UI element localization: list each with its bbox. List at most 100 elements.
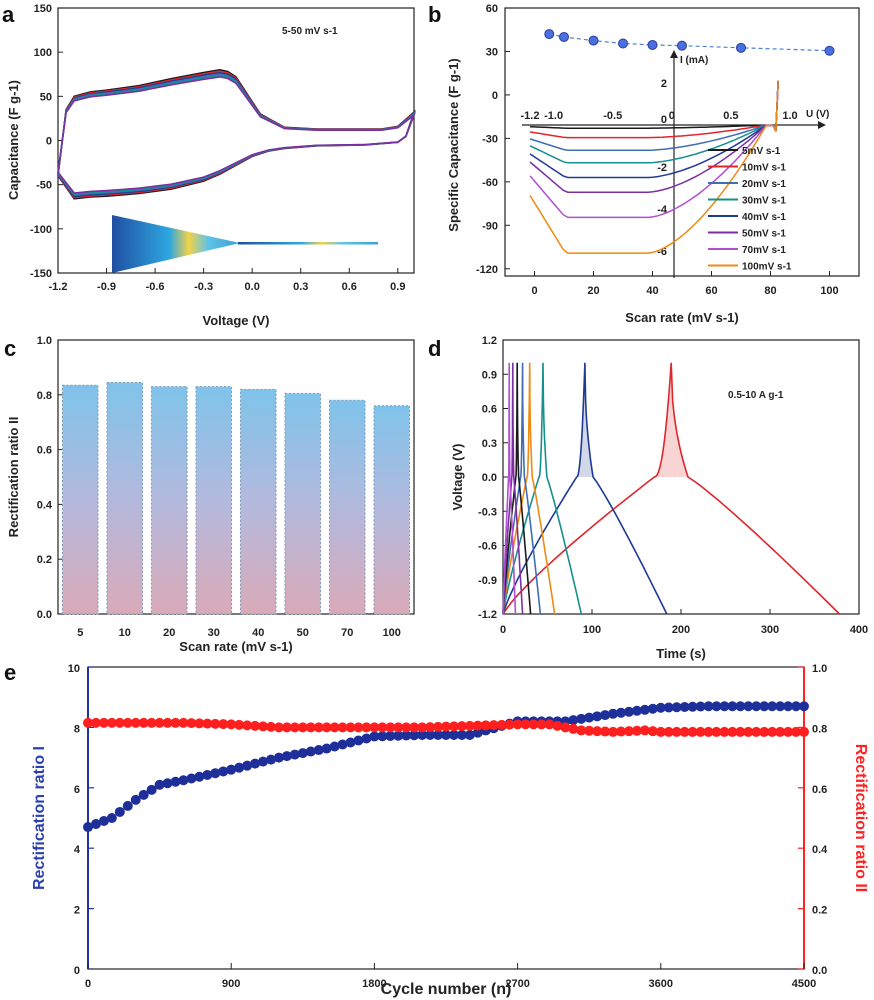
panel-e-left-ylabel: Rectification ratio I — [31, 746, 48, 890]
x-tick-label: 900 — [222, 978, 240, 990]
x-tick-label: 10 — [119, 627, 131, 639]
ratio-ii-point — [608, 726, 619, 737]
right-y-tick-label: 0.2 — [812, 905, 827, 917]
ratio-ii-point — [186, 718, 197, 729]
y-tick-label: -0.9 — [478, 575, 497, 587]
ratio-ii-point — [90, 717, 101, 728]
gcd-curve-1 — [502, 362, 840, 615]
right-y-tick-label: 0.0 — [812, 965, 827, 977]
y-tick-label: 0 — [46, 136, 52, 148]
ratio-i-point — [377, 731, 388, 742]
y-tick-label: -50 — [36, 180, 52, 192]
ratio-i-point — [687, 701, 698, 712]
ratio-i-point — [289, 749, 300, 760]
y-tick-label: 0.8 — [37, 390, 52, 402]
inset-iv-curve-8 — [529, 80, 779, 254]
inset-x-tick-label: 0.5 — [723, 110, 738, 122]
ratio-ii-point — [504, 719, 515, 730]
panel-b-inset-iv: -1.2 -1.0 -0.5 0 0.5 1.0 2 0 -2 -4 -6 — [521, 50, 826, 278]
panel-a: a -150 -100 -50 0 50 100 150 -1.2 -0.9 -0.6 -0.3 0… — [2, 2, 416, 328]
ratio-i-point — [663, 702, 674, 713]
ratio-i-point — [695, 701, 706, 712]
y-tick-label: 0.2 — [37, 554, 52, 566]
capacitance-point — [736, 42, 746, 53]
ratio-i-point — [623, 706, 634, 717]
ratio-i-point — [751, 701, 762, 712]
ratio-i-point — [210, 768, 221, 779]
ratio-ii-point — [138, 717, 149, 728]
x-tick-label: 20 — [587, 285, 599, 297]
x-tick-label: 60 — [705, 285, 717, 297]
x-tick-label: 0 — [85, 978, 91, 990]
capacitance-dashed-line — [549, 33, 830, 52]
ratio-i-point — [218, 766, 229, 777]
rectification-bar — [61, 384, 99, 615]
ratio-i-point — [186, 773, 197, 784]
legend-label: 70mV s-1 — [742, 245, 786, 256]
x-tick-label: 50 — [297, 627, 309, 639]
ratio-ii-point — [703, 726, 714, 737]
gcd-curve-3 — [502, 362, 583, 615]
panel-a-x-ticks: -1.2 -0.9 -0.6 -0.3 0.0 0.3 0.6 0.9 — [49, 268, 405, 293]
ratio-ii-point — [616, 726, 627, 737]
panel-b-frame — [504, 7, 860, 277]
ratio-ii-point — [377, 722, 388, 733]
rectification-bar — [373, 405, 411, 615]
ratio-ii-point — [751, 726, 762, 737]
ratio-ii-point — [170, 717, 181, 728]
ratio-i-point — [679, 702, 690, 713]
panel-b-y-ticks: -120 -90 -60 -30 0 30 60 — [476, 3, 510, 276]
inset-y-tick-label: -6 — [657, 246, 667, 258]
panel-c: c 0.0 0.2 0.4 0.6 0.8 1.0 5 10 20 30 40 50 70 100 Sc… — [4, 335, 415, 654]
ratio-ii-point — [520, 719, 531, 730]
ratio-i-point — [775, 701, 786, 712]
panel-d: d -1.2 -0.9 -0.6 -0.3 0.0 0.3 0.6 0.9 1.2 0 100 20… — [428, 335, 868, 661]
ratio-ii-point — [83, 717, 93, 728]
ratio-ii-point — [226, 719, 237, 730]
panel-d-annotation: 0.5-10 A g-1 — [728, 390, 784, 401]
panel-e-points — [83, 701, 809, 833]
ratio-i-point — [321, 743, 332, 754]
ratio-ii-point — [98, 717, 109, 728]
ratio-ii-point — [130, 717, 141, 728]
legend-label: 100mV s-1 — [742, 262, 792, 273]
ratio-i-point — [735, 701, 746, 712]
legend-label: 40mV s-1 — [742, 212, 786, 223]
y-tick-label: 50 — [40, 91, 52, 103]
panel-c-y-ticks: 0.0 0.2 0.4 0.6 0.8 1.0 — [37, 335, 63, 621]
x-tick-label: 400 — [850, 624, 868, 636]
ratio-i-point — [106, 813, 117, 823]
ratio-i-point — [138, 789, 149, 800]
ratio-ii-point — [417, 722, 428, 733]
ratio-i-point — [703, 701, 714, 712]
y-tick-label: -1.2 — [478, 609, 497, 621]
ratio-ii-point — [783, 726, 794, 737]
ratio-ii-point — [329, 722, 340, 733]
panel-e-x-ticks: 0 900 1800 2700 3600 4500 — [85, 963, 816, 990]
y-tick-label: -0.3 — [478, 506, 497, 518]
ratio-ii-point — [576, 725, 587, 736]
x-tick-label: 0.0 — [245, 281, 260, 293]
ratio-ii-point — [727, 726, 738, 737]
inset-x-tick-label: 1.0 — [782, 110, 797, 122]
ratio-ii-point — [313, 722, 324, 733]
ratio-i-point — [783, 701, 794, 712]
ratio-i-point — [671, 702, 682, 713]
ratio-i-point — [568, 715, 579, 726]
ratio-ii-point — [242, 720, 253, 731]
panel-c-frame — [57, 339, 415, 615]
y-tick-label: 1.0 — [37, 335, 52, 347]
x-tick-label: 70 — [341, 627, 353, 639]
inset-iv-curve-4 — [529, 80, 779, 164]
ratio-i-point — [456, 729, 467, 740]
ratio-ii-point — [178, 717, 189, 728]
panel-e: e 0 2 4 6 8 10 0.0 0.2 0.4 0.6 0.8 1.0 0 900 1800 270… — [4, 660, 869, 998]
panel-b-capacitance-points — [544, 29, 835, 56]
ratio-i-point — [273, 752, 284, 763]
x-tick-label: 30 — [208, 627, 220, 639]
ratio-ii-point — [679, 726, 690, 737]
y-tick-label: 30 — [486, 46, 498, 58]
x-tick-label: 4500 — [792, 978, 816, 990]
ratio-i-point — [345, 737, 356, 748]
